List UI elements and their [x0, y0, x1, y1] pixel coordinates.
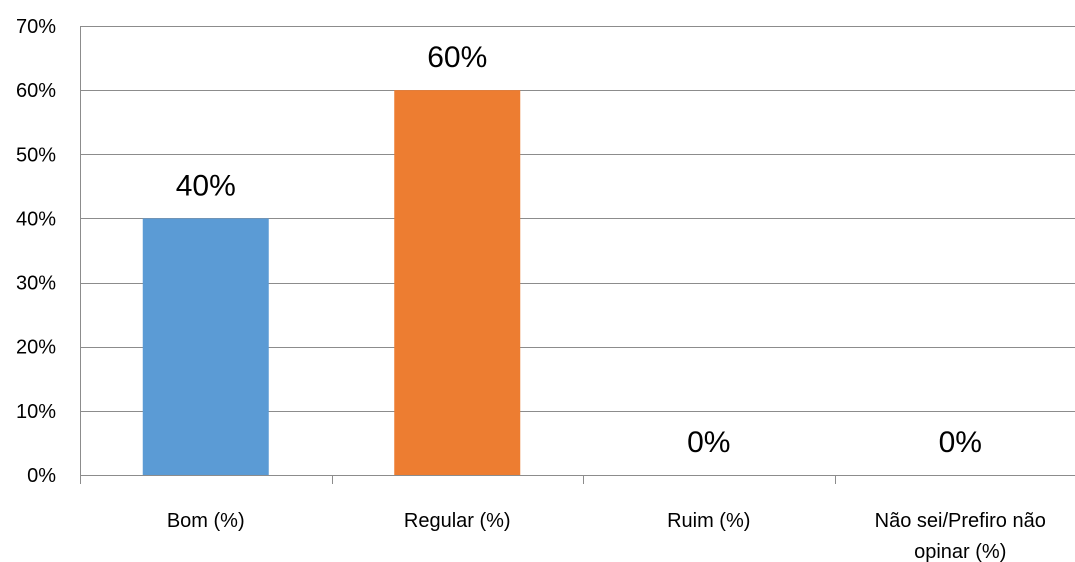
bar: [394, 90, 521, 476]
y-axis-tick-labels: 0% 10% 20% 30% 40% 50% 60% 70%: [16, 16, 56, 487]
data-label: 40%: [176, 169, 236, 202]
bar: [142, 218, 269, 475]
y-tick-label: 20%: [16, 337, 56, 359]
x-tick-label: Bom (%): [167, 510, 245, 532]
x-tick-label: Não sei/Prefiro não opinar (%): [875, 510, 1046, 562]
y-tick-label: 60%: [16, 80, 56, 102]
y-tick-label: 30%: [16, 273, 56, 295]
axes: [80, 26, 1075, 484]
y-tick-label: 50%: [16, 144, 56, 166]
y-tick-label: 10%: [16, 401, 56, 423]
data-label: 0%: [939, 426, 982, 459]
data-label: 60%: [427, 41, 487, 74]
data-label: 0%: [687, 426, 730, 459]
data-labels: 40% 60% 0% 0%: [176, 41, 982, 459]
y-tick-label: 40%: [16, 208, 56, 230]
x-tick-label: Ruim (%): [667, 510, 750, 532]
x-tick-label: Regular (%): [404, 510, 511, 532]
bars: [142, 90, 521, 476]
y-tick-label: 70%: [16, 16, 56, 38]
y-tick-label: 0%: [27, 465, 56, 487]
x-axis-tick-labels: Bom (%) Regular (%) Ruim (%) Não sei/Prefir…: [167, 510, 1046, 562]
